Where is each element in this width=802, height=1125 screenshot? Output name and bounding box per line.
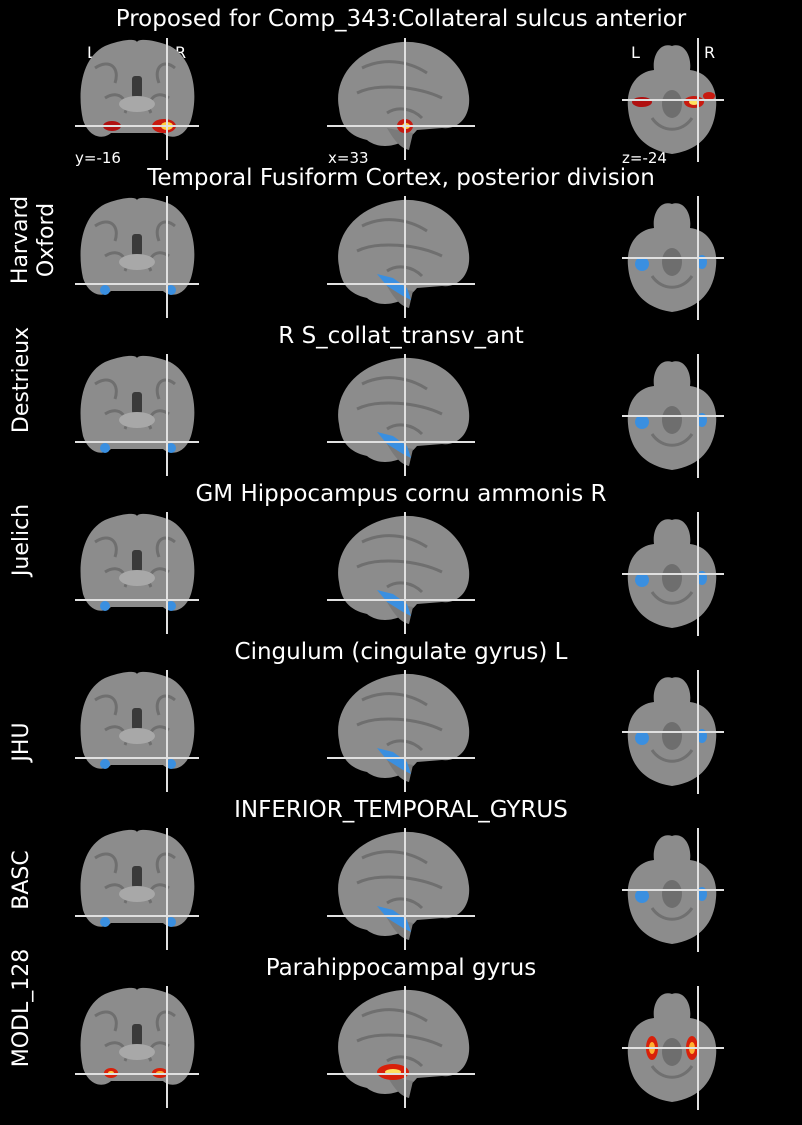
atlas-label-basc: BASC <box>9 850 34 910</box>
juelich-coronal-slice <box>75 512 199 634</box>
destrieux-axial-slice <box>622 354 724 478</box>
jhu-coronal-slice <box>75 670 199 792</box>
proposed-coronal-slice <box>75 38 199 160</box>
harvard-oxford-axial-slice <box>622 196 724 320</box>
atlas-label-juelich: Juelich <box>9 503 34 577</box>
row-title-basc: INFERIOR_TEMPORAL_GYRUS <box>234 797 568 823</box>
basc-axial-slice <box>622 828 724 952</box>
destrieux-coronal-slice <box>75 354 199 476</box>
juelich-axial-slice <box>622 512 724 636</box>
sagittal-coordinate: x=33 <box>328 149 369 167</box>
coronal-right-label: R <box>175 43 187 62</box>
atlas-label-destrieux: Destrieux <box>9 326 34 434</box>
atlas-label-jhu: JHU <box>9 722 34 762</box>
axial-left-label: L <box>631 43 640 62</box>
coronal-left-label: L <box>87 43 96 62</box>
jhu-axial-slice <box>622 670 724 794</box>
modl-128-axial-slice <box>622 986 724 1110</box>
destrieux-sagittal-slice <box>327 354 475 476</box>
proposed-axial-slice <box>622 38 724 162</box>
row-title-juelich: GM Hippocampus cornu ammonis R <box>195 481 607 507</box>
modl-128-coronal-slice <box>75 986 199 1108</box>
axial-coordinate: z=-24 <box>622 149 667 167</box>
coronal-coordinate: y=-16 <box>75 149 121 167</box>
harvard-oxford-coronal-slice <box>75 196 199 318</box>
figure-title: Proposed for Comp_343:Collateral sulcus … <box>115 6 687 32</box>
proposed-sagittal-slice <box>327 38 475 160</box>
juelich-sagittal-slice <box>327 512 475 634</box>
atlas-label-modl-128: MODL_128 <box>9 948 34 1068</box>
jhu-sagittal-slice <box>327 670 475 792</box>
row-title-modl-128: Parahippocampal gyrus <box>265 955 537 981</box>
atlas-label-harvard-oxford: Harvard Oxford <box>8 195 59 285</box>
modl-128-sagittal-slice <box>327 986 475 1108</box>
axial-right-label: R <box>704 43 716 62</box>
row-title-harvard-oxford: Temporal Fusiform Cortex, posterior divi… <box>147 165 655 191</box>
harvard-oxford-sagittal-slice <box>327 196 475 318</box>
basc-coronal-slice <box>75 828 199 950</box>
row-title-jhu: Cingulum (cingulate gyrus) L <box>234 639 568 665</box>
basc-sagittal-slice <box>327 828 475 950</box>
row-title-destrieux: R S_collat_transv_ant <box>278 323 524 349</box>
